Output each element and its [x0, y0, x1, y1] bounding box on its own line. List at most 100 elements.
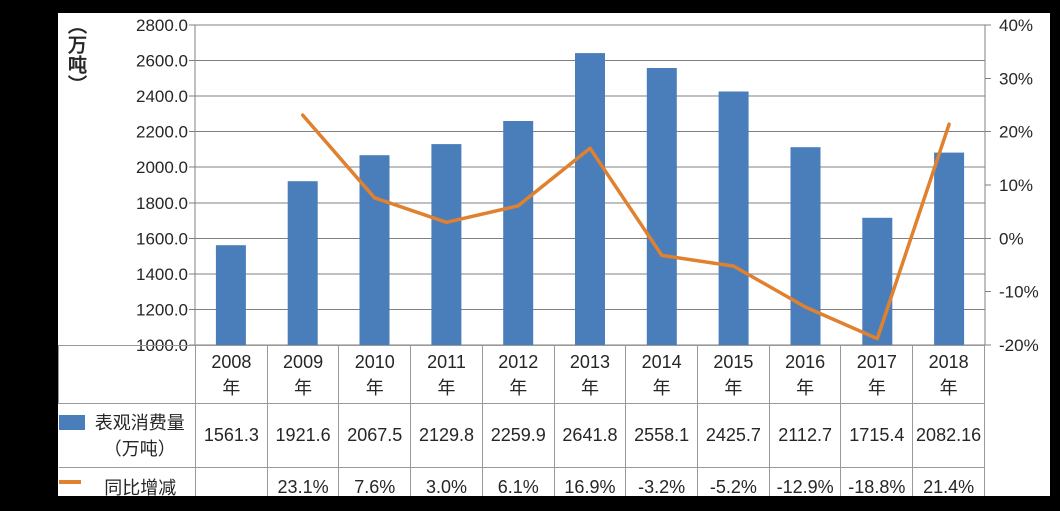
legend-label: 表观消费量 [94, 412, 185, 433]
left-axis-tick-label: 2400.0 [136, 87, 188, 106]
bar [215, 245, 246, 345]
category-year-number: 2015 [713, 351, 754, 372]
category-cell: 2010 年 [338, 345, 412, 404]
value-cell: 7.6% [338, 467, 412, 496]
bar [431, 144, 462, 345]
bar [575, 53, 605, 345]
category-cell: 2018 年 [912, 345, 985, 404]
left-axis-tick-label: 1200.0 [136, 300, 188, 319]
bar [287, 181, 318, 345]
category-year-number: 2010 [354, 351, 395, 372]
left-axis-labels: 2800.0 2600.0 2400.0 2200.0 2000.0 1800.0 1600… [136, 16, 188, 355]
bar [790, 147, 821, 345]
left-axis-tick-label: 2600.0 [136, 52, 188, 71]
left-axis-tick-label: 1800.0 [136, 194, 188, 213]
category-year-suffix: 年 [939, 377, 958, 398]
right-axis-labels: 40% 30% 20% 10% 0% -10% -20% [999, 16, 1039, 355]
left-axis-tick-label: 2800.0 [136, 16, 188, 35]
right-axis-tick-label: -10% [999, 283, 1039, 302]
category-year-suffix: 年 [437, 377, 456, 398]
category-cell: 2012 年 [481, 345, 555, 404]
category-cell: 2009 年 [266, 345, 340, 404]
category-row: 2008 年 2009 年 2010 年 2011 年 2012 年 2013 年 2014 年 2015 年… [58, 345, 985, 404]
bar [718, 91, 749, 345]
category-year-number: 2012 [498, 351, 539, 372]
value-cell: -12.9% [768, 467, 842, 496]
category-year-suffix: 年 [652, 377, 671, 398]
series-row: 同比增减 23.1% 7.6% 3.0% 6.1% 16.9% -3.2% -5.2% -12.… [58, 467, 985, 497]
right-axis-tick-label: -20% [999, 336, 1039, 355]
value-cell: 16.9% [553, 467, 627, 496]
chart-canvas: （万吨） 2800.0 2600.0 2400.0 2200.0 2000.0 1800.… [58, 13, 1050, 496]
category-cell: 2016 年 [768, 345, 842, 404]
value-cell: 2082.16 [912, 403, 985, 468]
category-year-suffix: 年 [294, 377, 313, 398]
legend-label: 同比增减 [104, 477, 177, 497]
category-year-suffix: 年 [365, 377, 384, 398]
right-axis-tick-label: 0% [999, 229, 1024, 248]
left-axis-tick-label: 1600.0 [136, 229, 188, 248]
value-cell: 2425.7 [697, 403, 770, 468]
bar-series-legend-icon [58, 415, 85, 430]
category-year-number: 2011 [427, 351, 466, 372]
value-cell: 1715.4 [840, 403, 914, 468]
value-cell: 23.1% [266, 467, 340, 496]
category-year-number: 2017 [856, 351, 897, 372]
value-cell: 2259.9 [481, 403, 555, 468]
value-cell: 1561.3 [195, 403, 268, 468]
combo-chart-plot: 2800.0 2600.0 2400.0 2200.0 2000.0 1800.0 1600… [136, 16, 1039, 355]
value-cell: 2129.8 [410, 403, 483, 468]
category-year-suffix: 年 [509, 377, 528, 398]
value-cell: -18.8% [840, 467, 914, 496]
value-cell: -3.2% [625, 467, 699, 496]
category-cell: 2015 年 [697, 345, 770, 404]
legend-label-cell: 表观消费量 （万吨） [58, 403, 196, 468]
legend-label-cell: 同比增减 [58, 467, 196, 497]
category-year-suffix: 年 [867, 377, 886, 398]
category-year-number: 2009 [283, 351, 324, 372]
line-series [300, 113, 951, 341]
bar [503, 121, 534, 345]
value-cell: 2641.8 [553, 403, 627, 468]
value-cell: 1921.6 [266, 403, 340, 468]
value-cell: -5.2% [697, 467, 770, 496]
left-axis-tick-label: 1400.0 [136, 265, 188, 284]
category-year-suffix: 年 [580, 377, 599, 398]
bar [934, 152, 965, 345]
value-cell: 6.1% [481, 467, 555, 496]
category-year-number: 2014 [641, 351, 682, 372]
category-year-number: 2013 [569, 351, 610, 372]
category-cell: 2017 年 [840, 345, 914, 404]
value-cell: 3.0% [410, 467, 483, 496]
line-series-legend-icon [58, 480, 81, 484]
category-year-number: 2008 [211, 351, 252, 372]
bar [646, 68, 677, 345]
right-axis-tick-label: 40% [999, 16, 1033, 35]
value-cell: 2067.5 [338, 403, 412, 468]
value-cell: 21.4% [912, 467, 985, 496]
left-axis-tick-label: 2000.0 [136, 158, 188, 177]
data-table: 2008 年 2009 年 2010 年 2011 年 2012 年 2013 年 2014 年 2015 年… [58, 345, 985, 496]
category-year-number: 2018 [928, 351, 969, 372]
left-axis-title: （万吨） [65, 15, 86, 95]
bar [862, 217, 893, 345]
right-axis-tick-label: 20% [999, 123, 1033, 142]
category-year-suffix: 年 [796, 377, 815, 398]
category-year-number: 2016 [785, 351, 826, 372]
category-cell: 2013 年 [553, 345, 627, 404]
category-year-suffix: 年 [724, 377, 743, 398]
right-axis-tick-label: 30% [999, 69, 1033, 88]
right-axis-tick-label: 10% [999, 176, 1033, 195]
category-cell: 2008 年 [195, 345, 268, 404]
value-cell [195, 467, 268, 496]
value-cell: 2112.7 [768, 403, 842, 468]
value-cell: 2558.1 [625, 403, 699, 468]
category-row-spacer [58, 345, 196, 404]
left-axis-tick-label: 2200.0 [136, 123, 188, 142]
category-year-suffix: 年 [222, 377, 241, 398]
series-row: 表观消费量 （万吨） 1561.3 1921.6 2067.5 2129.8 2259.9 2… [58, 403, 985, 468]
legend-label-unit: （万吨） [103, 438, 176, 459]
category-cell: 2011 年 [410, 345, 483, 404]
category-cell: 2014 年 [625, 345, 699, 404]
